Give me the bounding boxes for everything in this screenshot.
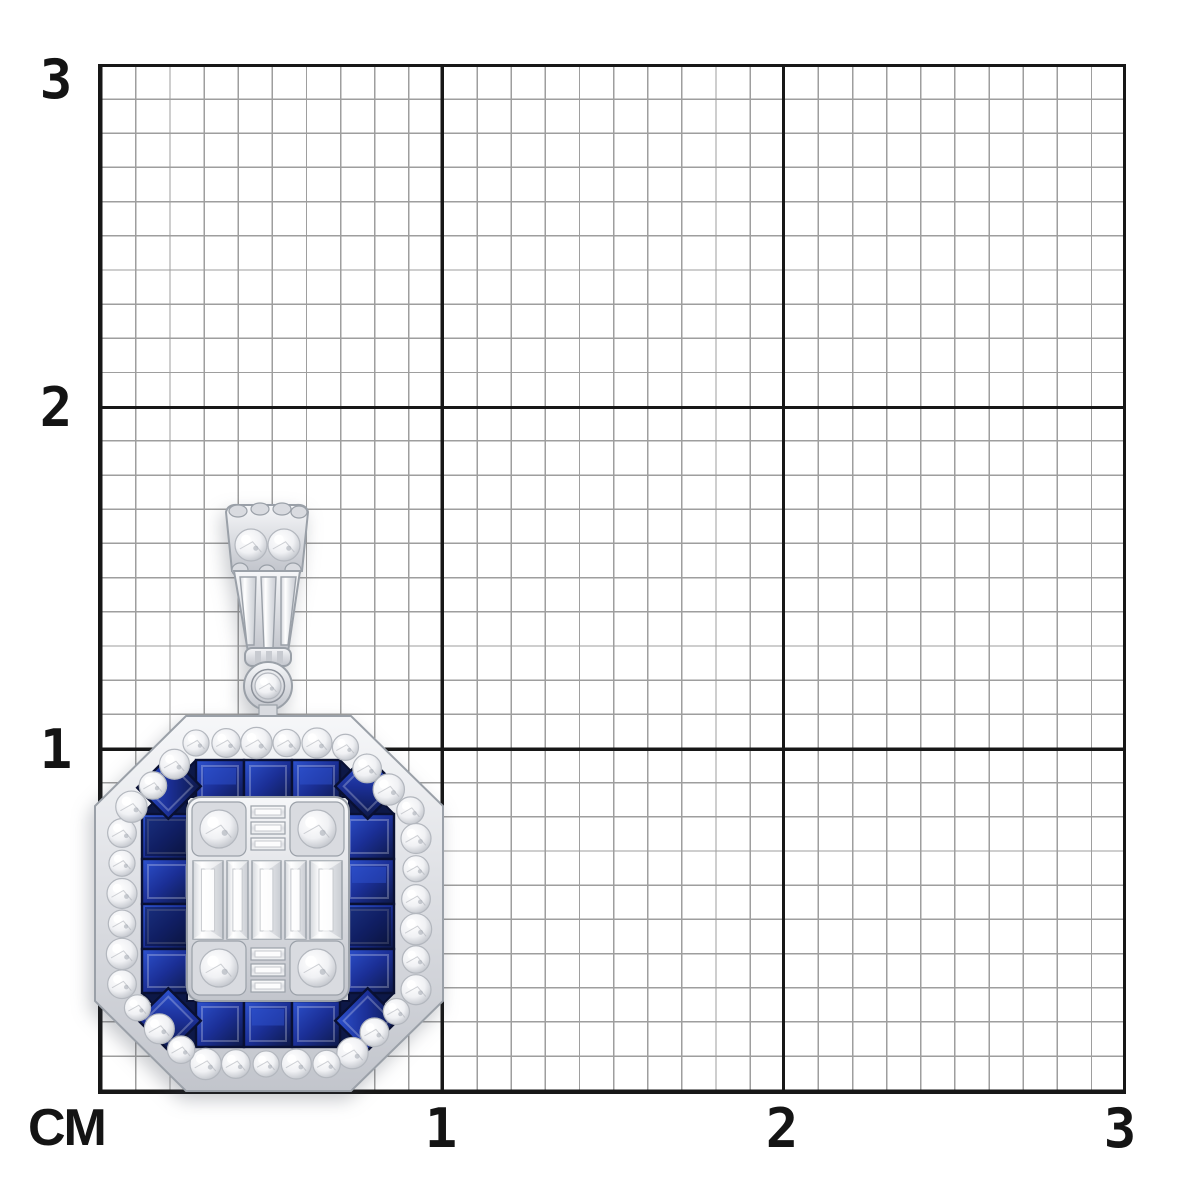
knuckle-notch [277,651,283,663]
center-cluster [186,796,350,1002]
bezel-diamond [254,672,282,700]
y-axis-label-1cm: 1 [39,718,73,781]
halo-diamond [211,728,242,758]
horizontal-baguette [250,947,286,961]
bezel-rim [250,668,286,704]
y-axis-label-3cm: 3 [39,48,73,111]
tapered-baguette [260,576,277,649]
halo-diamond [272,728,302,758]
halo-diamond [123,994,152,1022]
halo-diamond [108,849,136,877]
x-axis-label-1cm: 1 [424,1097,458,1160]
sapphire-stone [290,999,342,1049]
halo-diamond [166,1035,196,1065]
halo-diamond [400,822,432,855]
y-axis-label-2cm: 2 [39,376,73,439]
sapphire-stone [140,947,194,995]
halo-diamond [400,974,432,1006]
sapphire-stone [342,947,396,995]
sapphire-stone [342,857,396,906]
halo-diamond [280,1048,312,1080]
bezel-round-diamond [254,672,282,700]
halo-diamond [401,945,431,974]
halo-diamond [107,969,137,1000]
cluster-round-diamond [297,948,337,988]
sapphire-stone [140,857,194,906]
halo-diamond [189,1047,222,1081]
sapphire-stones [135,753,401,1054]
knuckle-notch [266,651,272,663]
horizontal-baguette [250,979,286,993]
bail [224,502,310,722]
vertical-baguette [251,860,282,940]
halo-diamond [382,997,411,1026]
sapphire-stone [140,902,194,951]
vertical-baguette [309,860,343,940]
sapphire-stone [194,999,246,1049]
horizontal-baguette [250,805,286,819]
sapphire-stone [242,999,294,1049]
halo-diamond [359,1017,390,1048]
halo-diamond [396,796,425,825]
halo-diamond [182,729,210,757]
halo-diamond [352,753,383,784]
x-axis-label-2cm: 2 [765,1097,799,1160]
sapphire-stone [342,902,396,951]
knuckle-notch [255,651,261,663]
halo-diamond [312,1049,341,1079]
vertical-baguette [192,860,224,940]
halo-diamond [115,790,148,823]
horizontal-baguette [250,837,286,851]
halo-diamond [107,909,137,939]
cluster-round-diamond [199,948,239,988]
halo-diamond [138,771,168,800]
halo-diamond [336,1036,369,1070]
halo-diamond [252,1050,280,1078]
vertical-baguette [226,860,249,940]
pendant-body [94,715,444,1092]
x-axis-label-3cm: 3 [1103,1097,1137,1160]
bail-prong [250,502,270,516]
halo-diamond [107,818,137,848]
bail-round-diamond [267,528,301,562]
sapphire-stone [140,812,194,861]
bail-prong [272,502,292,516]
halo-diamond [105,937,139,971]
halo-diamond [240,726,273,760]
halo-diamond [158,748,191,780]
bail-round-diamond [234,528,268,562]
halo-diamond [143,1013,175,1045]
halo-diamond [301,727,333,759]
halo-diamond [106,877,138,910]
halo-diamond [372,773,406,806]
halo-diamond [331,733,360,761]
horizontal-baguette [250,963,286,977]
horizontal-baguette [250,821,286,835]
bail-prong [290,505,308,519]
cluster-round-diamond [297,809,337,849]
cluster-stones [192,805,343,993]
sapphire-stone [342,812,396,861]
halo-diamond [220,1049,251,1079]
cluster-round-diamond [199,809,239,849]
halo-diamonds [105,726,433,1081]
halo-diamond [399,912,433,946]
halo-diamond [402,855,430,883]
vertical-baguette [284,860,307,940]
bail-round-diamonds [234,528,301,562]
bail-prong [228,504,248,518]
halo-diamond [401,884,431,914]
unit-label-cm: CM [28,1099,107,1157]
pendant [94,502,444,1092]
tapered-baguette [280,576,297,646]
tapered-baguette [239,576,257,646]
